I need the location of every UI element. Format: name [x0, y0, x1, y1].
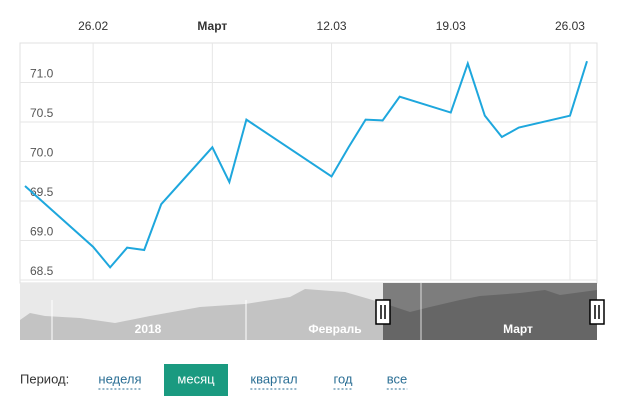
button-label: год: [334, 371, 353, 386]
period-buttons: неделя месяц квартал год все: [98, 364, 408, 396]
button-label: квартал: [250, 371, 297, 386]
navigator-handle[interactable]: [589, 299, 605, 325]
x-tick-label: 12.03: [317, 19, 347, 33]
button-label: месяц: [177, 371, 215, 386]
period-button[interactable]: год: [333, 371, 353, 390]
x-tick-label: 19.03: [436, 19, 466, 33]
y-tick-label: 71.0: [30, 67, 54, 81]
button-background: [164, 364, 228, 396]
plot-frame: [19, 42, 598, 284]
navigator-label: 2018: [135, 322, 162, 336]
navigator-handle[interactable]: [375, 299, 391, 325]
x-tick-label: 26.02: [78, 19, 108, 33]
button-label: неделя: [98, 371, 141, 386]
navigator-area: [383, 290, 597, 340]
x-tick-label: 26.03: [555, 19, 585, 33]
period-label: Период:: [20, 371, 69, 386]
period-button[interactable]: неделя: [98, 371, 142, 390]
period-button[interactable]: все: [386, 371, 408, 390]
period-button[interactable]: квартал: [250, 371, 298, 390]
navigator: 2018 Февраль Март: [20, 283, 605, 340]
navigator-label: Март: [503, 322, 533, 336]
line-series: [24, 60, 588, 269]
period-button[interactable]: месяц: [164, 364, 228, 396]
navigator-area: [20, 289, 383, 340]
button-label: все: [387, 371, 408, 386]
y-tick-label: 70.5: [30, 106, 54, 120]
y-tick-label: 68.5: [30, 264, 54, 278]
navigator-label: Февраль: [308, 322, 361, 336]
y-tick-label: 69.0: [30, 225, 54, 239]
y-tick-label: 69.5: [30, 185, 54, 199]
x-tick-label: Март: [197, 19, 227, 33]
y-tick-label: 70.0: [30, 146, 54, 160]
